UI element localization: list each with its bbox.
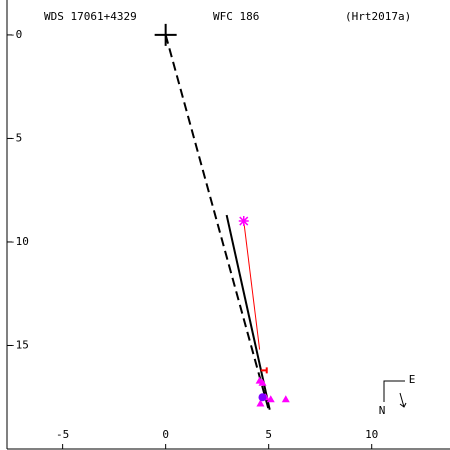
x-tick-label: 10 (365, 428, 378, 441)
triangle-marker (258, 378, 267, 386)
compass-north: N (379, 404, 386, 417)
triangle-marker (256, 399, 265, 407)
star-marker (238, 216, 249, 227)
compass (383, 380, 405, 402)
subtitle: WFC 186 (213, 10, 259, 23)
y-tick-label: -0 (9, 28, 22, 41)
compass-arrow (399, 392, 405, 408)
triangle-marker (281, 395, 290, 403)
origin (154, 23, 177, 46)
x-tick-label: 5 (265, 428, 272, 441)
triangle-marker (266, 395, 275, 403)
tick-marker (260, 367, 268, 374)
compass-arrow (399, 402, 407, 408)
x-tick-label: -5 (56, 428, 69, 441)
dashed-line (164, 34, 270, 410)
circle-marker (258, 393, 267, 402)
reference: (Hrt2017a) (345, 10, 411, 23)
chart-title: WDS 17061+4329 (44, 10, 137, 23)
compass-east: E (409, 373, 416, 386)
y-tick-label: -5 (9, 131, 22, 144)
y-tick-label: -10 (9, 235, 29, 248)
line (225, 214, 271, 410)
line (243, 220, 261, 350)
y-tick-label: -15 (9, 338, 29, 351)
x-tick-label: 0 (162, 428, 169, 441)
